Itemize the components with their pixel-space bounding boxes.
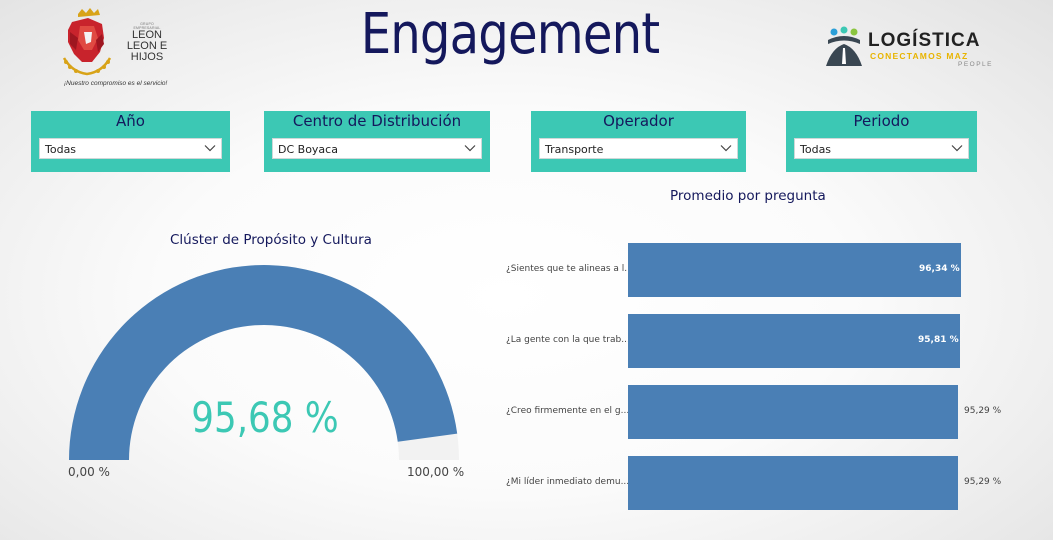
chevron-down-icon — [720, 145, 732, 152]
logo-tagline: ¡Nuestro compromiso es el servicio! — [64, 80, 168, 87]
chevron-down-icon — [464, 145, 476, 152]
bar-chart-title: Promedio por pregunta — [670, 188, 826, 204]
filter-year: Año Todas — [31, 111, 230, 172]
bar[interactable] — [628, 456, 958, 510]
logo-line-3: HIJOS — [130, 51, 164, 63]
bar-category-label: ¿Sientes que te alineas a l... — [506, 264, 633, 274]
filter-year-label: Año — [116, 112, 145, 130]
filter-distribution-center: Centro de Distribución DC Boyaca — [264, 111, 490, 172]
gauge-fill — [69, 265, 458, 460]
bar-value-label: 95,81 % — [918, 335, 959, 345]
bar-category-label: ¿Mi líder inmediato demu... — [506, 477, 630, 487]
filter-period: Periodo Todas — [786, 111, 977, 172]
filter-distribution-center-label: Centro de Distribución — [292, 112, 462, 130]
filter-period-value: Todas — [800, 143, 832, 156]
logo-people-text: PEOPLE — [958, 61, 994, 68]
filter-period-dropdown[interactable]: Todas — [794, 138, 969, 159]
people-road-icon — [826, 26, 862, 66]
bar-value-label: 95,29 % — [964, 406, 1002, 416]
filter-period-label: Periodo — [853, 112, 910, 130]
logo-text: GRUPO EMPRESARIAL LEON LEON E HIJOS — [116, 22, 178, 63]
lion-icon — [62, 8, 112, 76]
gauge-title: Clúster de Propósito y Cultura — [170, 232, 372, 248]
logo-small-2: EMPRESARIAL — [133, 26, 161, 30]
filter-distribution-center-value: DC Boyaca — [278, 143, 338, 156]
filter-year-dropdown[interactable]: Todas — [39, 138, 222, 159]
logo-line-2: LEON E — [126, 40, 168, 52]
bar-value-label: 95,29 % — [964, 477, 1002, 487]
bar-category-label: ¿Creo firmemente en el g... — [506, 406, 630, 416]
chevron-down-icon — [951, 145, 963, 152]
logo-small-1: GRUPO — [140, 22, 154, 26]
filter-operator: Operador Transporte — [531, 111, 746, 172]
bar[interactable] — [628, 243, 961, 297]
filter-operator-value: Transporte — [545, 143, 604, 156]
logistica-logo: LOGÍSTICA CONECTAMOS MAZ PEOPLE — [824, 26, 1004, 74]
logo-sub-text: CONECTAMOS MAZ — [870, 51, 969, 61]
leon-leon-hijos-logo: GRUPO EMPRESARIAL LEON LEON E HIJOS ¡Nue… — [58, 8, 176, 92]
logo-line-1: LEON — [132, 29, 162, 41]
logo-main-text: LOGÍSTICA — [868, 30, 981, 51]
gauge-max-label: 100,00 % — [407, 465, 465, 479]
chevron-down-icon — [204, 145, 216, 152]
gauge-min-label: 0,00 % — [68, 465, 110, 479]
filter-operator-label: Operador — [603, 112, 674, 130]
gauge-chart[interactable] — [60, 255, 470, 465]
filter-distribution-center-dropdown[interactable]: DC Boyaca — [272, 138, 482, 159]
filter-year-value: Todas — [45, 143, 77, 156]
bar[interactable] — [628, 385, 958, 439]
bar-value-label: 96,34 % — [919, 264, 960, 274]
gauge-value: 95,68 % — [191, 393, 339, 442]
bar[interactable] — [628, 314, 960, 368]
bar-category-label: ¿La gente con la que trab... — [506, 335, 630, 345]
page-title: Engagement — [360, 2, 660, 67]
filter-operator-dropdown[interactable]: Transporte — [539, 138, 738, 159]
